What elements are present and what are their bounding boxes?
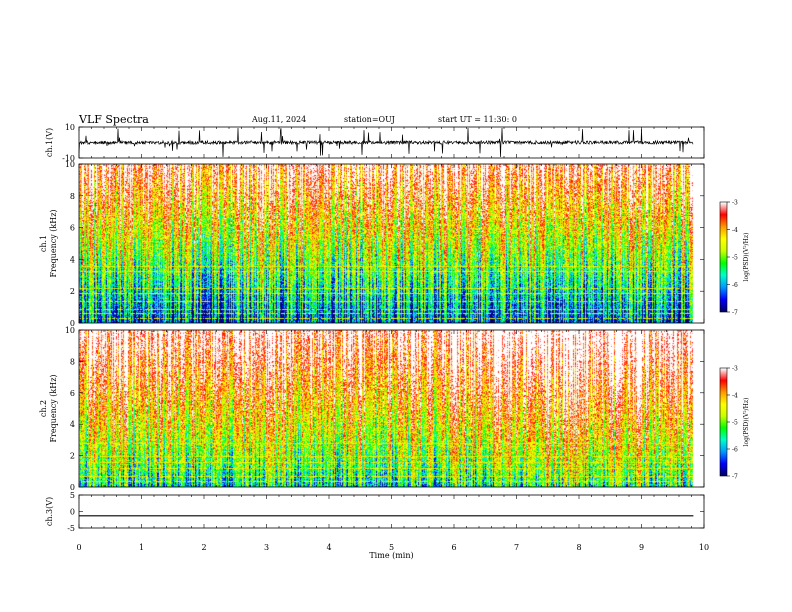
colorbar-tick-label: -6 (732, 447, 738, 454)
colorbar (720, 202, 727, 312)
y-tick-label: 2 (70, 287, 75, 296)
spectrogram-image (79, 330, 704, 487)
x-tick-label: 10 (699, 543, 709, 552)
colorbar-tick-label: -4 (732, 393, 738, 400)
y-tick-label: 8 (70, 192, 75, 201)
colorbar-tick-label: -3 (732, 366, 738, 373)
y-axis-label: ch.3(V) (45, 497, 54, 526)
x-axis-label: Time (min) (369, 551, 413, 560)
y-axis-label: ch.1(V) (45, 128, 54, 157)
x-tick-label: 0 (76, 543, 81, 552)
date-label: Aug.11, 2024 (252, 115, 307, 124)
colorbar (720, 368, 727, 476)
x-tick-label: 2 (201, 543, 206, 552)
colorbar-tick-label: -4 (732, 227, 738, 234)
y-tick-label: 2 (70, 452, 75, 461)
start-time-label: start UT = 11:30: 0 (438, 115, 517, 124)
y-tick-label: 5 (70, 491, 75, 500)
colorbar-tick-label: -7 (732, 474, 738, 481)
y-tick-label: 6 (70, 224, 75, 233)
y-tick-label: 8 (70, 357, 75, 366)
y-tick-label: 10 (65, 326, 75, 335)
y-tick-label: 6 (70, 389, 75, 398)
spectrogram-image (79, 164, 704, 323)
y-tick-label: 0 (70, 319, 75, 328)
x-tick-label: 1 (139, 543, 144, 552)
y-tick-label: -10 (62, 154, 75, 163)
y-axis-label: ch.1 (39, 235, 48, 252)
y-axis-label: Frequency (kHz) (49, 209, 58, 277)
y-axis-label: ch.2 (39, 400, 48, 417)
colorbar-tick-label: -3 (732, 200, 738, 207)
x-tick-label: 6 (451, 543, 456, 552)
station-label: station=OUJ (344, 115, 395, 124)
x-tick-label: 5 (389, 543, 394, 552)
y-tick-label: 4 (70, 420, 75, 429)
ch1-waveform-trace (78, 127, 694, 158)
x-tick-label: 3 (264, 543, 269, 552)
colorbar-label: log(PSD)(V²/Hz) (743, 233, 750, 282)
y-tick-label: 10 (65, 123, 75, 132)
x-tick-label: 8 (576, 543, 581, 552)
colorbar-label: log(PSD)(V²/Hz) (743, 398, 750, 447)
y-axis-label: Frequency (kHz) (49, 374, 58, 442)
y-tick-label: 0 (70, 508, 75, 517)
colorbar-tick-label: -5 (732, 420, 738, 427)
y-tick-label: 10 (65, 160, 75, 169)
colorbar-tick-label: -6 (732, 282, 738, 289)
panel-frame (78, 494, 705, 529)
colorbar-tick-label: -7 (732, 310, 738, 317)
figure-title: VLF Spectra (79, 113, 149, 126)
y-tick-label: 0 (70, 483, 75, 492)
x-tick-label: 7 (514, 543, 519, 552)
y-tick-label: 4 (70, 255, 75, 264)
colorbar-tick-label: -5 (732, 255, 738, 262)
x-tick-label: 9 (639, 543, 644, 552)
y-tick-label: -5 (67, 524, 75, 533)
x-tick-label: 4 (326, 543, 331, 552)
